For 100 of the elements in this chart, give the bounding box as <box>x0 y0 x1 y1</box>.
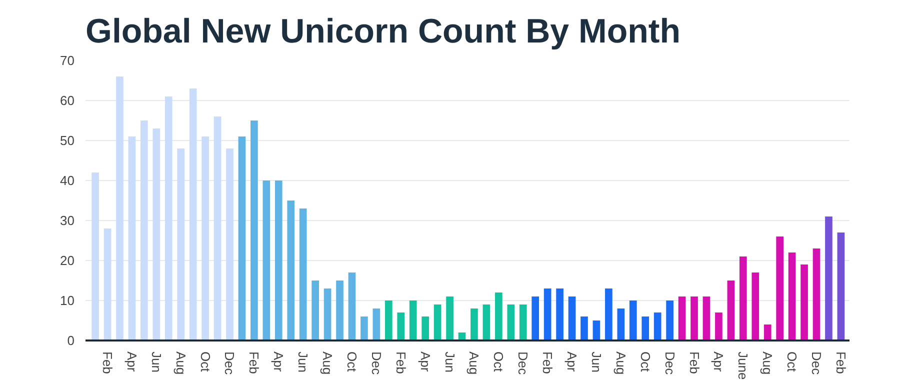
bar <box>580 316 588 340</box>
x-tick-label: Feb <box>393 352 408 374</box>
bar <box>666 300 674 340</box>
x-tick-label: Feb <box>686 352 702 374</box>
x-tick-label: Dec <box>368 352 384 376</box>
bar <box>446 296 454 340</box>
x-tick-label: Jun <box>588 352 604 372</box>
bar <box>409 300 417 340</box>
y-tick-label: 10 <box>60 293 75 308</box>
x-tick-label: Oct <box>784 352 800 372</box>
x-tick-label: Dec <box>808 352 824 376</box>
bar <box>92 172 99 340</box>
y-tick-label: 60 <box>60 93 75 108</box>
bar <box>164 96 172 340</box>
bar <box>226 148 234 340</box>
bar <box>556 288 564 340</box>
bar <box>104 228 112 340</box>
y-tick-label: 0 <box>67 333 75 348</box>
bar <box>495 292 502 340</box>
x-tick-label: Feb <box>246 352 262 374</box>
bar <box>287 200 295 340</box>
x-tick-label: Oct <box>491 352 506 372</box>
bar <box>605 288 612 340</box>
x-tick-label: Jun <box>442 352 458 372</box>
bar <box>482 304 490 340</box>
bar <box>250 120 258 340</box>
x-tick-label: Aug <box>613 352 628 375</box>
bar <box>152 128 160 340</box>
bar <box>727 280 735 340</box>
bar <box>422 316 429 340</box>
bar <box>532 296 540 340</box>
x-tick-label: Oct <box>198 352 213 372</box>
x-tick-label: Aug <box>173 352 188 375</box>
bar <box>715 312 722 340</box>
x-tick-label: Oct <box>638 352 653 372</box>
x-tick-label: June <box>736 352 751 380</box>
x-tick-label: Feb <box>540 352 556 374</box>
chart-title: Global New Unicorn Count By Month <box>86 12 680 50</box>
bar <box>592 320 600 340</box>
y-tick-label: 20 <box>60 253 75 268</box>
bar <box>214 116 222 340</box>
bar <box>617 308 625 340</box>
x-tick-label: Oct <box>344 352 360 372</box>
bar <box>739 256 747 340</box>
bar <box>274 180 282 340</box>
bar <box>312 280 319 340</box>
y-tick-label: 50 <box>60 133 75 148</box>
bar <box>116 76 124 340</box>
y-tick-label: 70 <box>60 53 75 68</box>
bar <box>800 264 808 340</box>
x-tick-label: Apr <box>564 352 580 372</box>
x-tick-label: Feb <box>833 352 848 374</box>
x-tick-label: Dec <box>662 352 678 376</box>
bar <box>825 216 832 340</box>
bar <box>372 308 380 340</box>
x-tick-label: Aug <box>760 352 776 375</box>
bar <box>128 136 136 340</box>
x-tick-label: Dec <box>516 352 531 376</box>
x-tick-label: Apr <box>271 352 286 372</box>
x-tick-label: Jun <box>296 352 311 372</box>
bar <box>544 288 552 340</box>
x-tick-label: Apr <box>418 352 433 372</box>
bar <box>629 300 637 340</box>
bar <box>764 324 772 340</box>
x-tick-label: Jun <box>148 352 164 372</box>
x-tick-label: Aug <box>466 352 482 375</box>
x-tick-label: Aug <box>320 352 336 375</box>
bar <box>336 280 344 340</box>
bar <box>507 304 515 340</box>
bar <box>752 272 760 340</box>
bar <box>788 252 796 340</box>
bar <box>434 304 442 340</box>
bar <box>299 208 307 340</box>
y-tick-label: 40 <box>60 173 75 188</box>
bar <box>642 316 650 340</box>
bar <box>384 300 392 340</box>
bar <box>678 296 686 340</box>
bar <box>238 136 246 340</box>
bar <box>654 312 662 340</box>
x-tick-label: Feb <box>100 352 116 374</box>
bar <box>837 232 845 340</box>
x-tick-label: Apr <box>711 352 726 372</box>
bar <box>177 148 185 340</box>
bar <box>470 308 478 340</box>
x-tick-label: Apr <box>124 352 140 372</box>
bar <box>140 120 148 340</box>
bar <box>348 272 356 340</box>
bar <box>360 316 368 340</box>
y-tick-label: 30 <box>60 213 75 228</box>
bar <box>690 296 698 340</box>
bar <box>324 288 332 340</box>
bar <box>189 88 197 340</box>
x-tick-label: Dec <box>222 352 238 376</box>
bar <box>262 180 270 340</box>
bar <box>397 312 405 340</box>
bar <box>702 296 710 340</box>
bar <box>776 236 784 340</box>
bar <box>568 296 576 340</box>
bar <box>202 136 209 340</box>
bar <box>519 304 527 340</box>
